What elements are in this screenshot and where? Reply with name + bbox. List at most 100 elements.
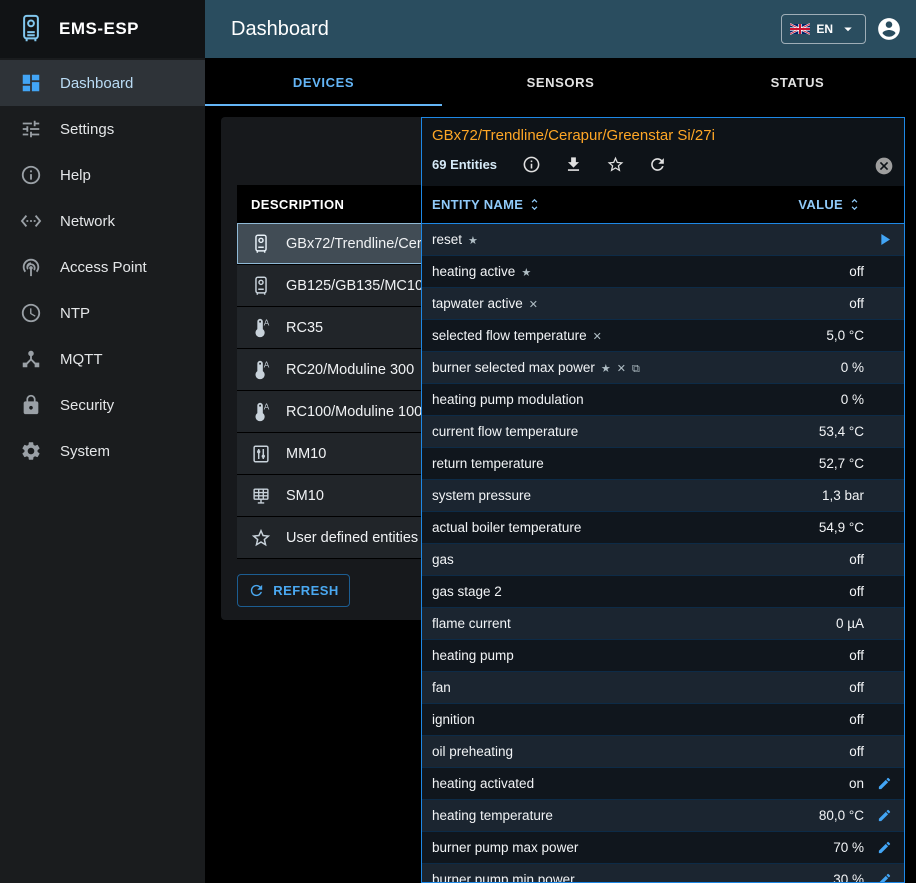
refresh-icon[interactable] [648, 155, 667, 174]
entity-name: oil preheating [432, 744, 514, 759]
device-entities-panel: GBx72/Trendline/Cerapur/Greenstar Si/27i… [421, 117, 905, 883]
entity-name: ignition [432, 712, 475, 727]
tab-devices[interactable]: DEVICES [205, 58, 442, 106]
entity-name-column-label: ENTITY NAME [432, 197, 524, 212]
sidebar-item-label: Access Point [60, 258, 147, 276]
sidebar-item-label: Help [60, 166, 91, 184]
entity-name: heating pump modulation [432, 392, 584, 407]
gear-icon [22, 442, 40, 460]
entity-action-cell [864, 776, 904, 791]
sidebar-item-dashboard[interactable]: Dashboard [0, 60, 205, 106]
sidebar-item-settings[interactable]: Settings [0, 106, 205, 152]
excluded-badge-icon: ✕ [616, 362, 626, 375]
entity-row-selected-flow-temperature[interactable]: selected flow temperature ✕ 5,0 °C [422, 320, 904, 352]
entity-value: 52,7 °C [818, 456, 864, 471]
entity-row-oil-preheating[interactable]: oil preheating off [422, 736, 904, 768]
tab-sensors[interactable]: SENSORS [442, 58, 679, 106]
device-hub-icon [22, 350, 40, 368]
tab-status[interactable]: STATUS [679, 58, 916, 106]
close-icon[interactable] [874, 156, 894, 176]
entity-row-reset[interactable]: reset ★ [422, 224, 904, 256]
device-name: MM10 [286, 445, 327, 462]
custom-entities-icon [251, 528, 271, 546]
sidebar-item-ntp[interactable]: NTP [0, 290, 205, 336]
entity-name: selected flow temperature ✕ [432, 328, 602, 343]
entity-action-cell [864, 808, 904, 823]
entity-name: gas [432, 552, 454, 567]
info-icon[interactable] [522, 155, 541, 174]
entity-row-tapwater-active[interactable]: tapwater active ✕ off [422, 288, 904, 320]
entities-toolbar: 69 Entities [432, 155, 894, 174]
page-title: Dashboard [231, 18, 329, 40]
sidebar-item-label: Dashboard [60, 74, 134, 92]
entities-table-header: ENTITY NAME VALUE [422, 186, 904, 224]
entity-name: heating activated [432, 776, 535, 791]
favorite-badge-icon: ★ [468, 235, 478, 247]
uk-flag-icon [790, 23, 811, 35]
sidebar-item-network[interactable]: Network [0, 198, 205, 244]
entity-name: burner pump min power [432, 872, 575, 883]
mixer-module-icon [253, 444, 269, 463]
entity-value: off [849, 584, 864, 599]
entity-row-heating-pump-modulation[interactable]: heating pump modulation 0 % [422, 384, 904, 416]
entity-value: off [849, 648, 864, 663]
thermostat-icon: A [255, 402, 270, 421]
sidebar-item-mqtt[interactable]: MQTT [0, 336, 205, 382]
sidebar-item-label: System [60, 442, 111, 460]
entity-row-gas[interactable]: gas off [422, 544, 904, 576]
dashboard-icon [22, 74, 40, 92]
edit-icon[interactable] [877, 808, 892, 823]
entity-row-heating-activated[interactable]: heating activated on [422, 768, 904, 800]
entity-name: fan [432, 680, 451, 695]
refresh-button[interactable]: REFRESH [237, 574, 350, 607]
entity-value: 0 % [840, 392, 864, 407]
entity-value: on [848, 776, 864, 791]
entity-row-current-flow-temperature[interactable]: current flow temperature 53,4 °C [422, 416, 904, 448]
entity-value: off [849, 712, 864, 727]
entity-name: return temperature [432, 456, 544, 471]
account-icon[interactable] [876, 16, 902, 47]
sidebar-item-access-point[interactable]: Access Point [0, 244, 205, 290]
entity-action-cell [864, 840, 904, 855]
sidebar-item-system[interactable]: System [0, 428, 205, 474]
entity-value: 1,3 bar [821, 488, 864, 503]
entity-row-return-temperature[interactable]: return temperature 52,7 °C [422, 448, 904, 480]
tune-icon [22, 120, 40, 138]
wifi-tethering-icon [22, 258, 40, 277]
entity-action-cell [864, 872, 904, 883]
entity-row-heating-active[interactable]: heating active ★ off [422, 256, 904, 288]
entity-row-flame-current[interactable]: flame current 0 µA [422, 608, 904, 640]
edit-icon[interactable] [877, 872, 892, 883]
entity-row-system-pressure[interactable]: system pressure 1,3 bar [422, 480, 904, 512]
sort-entity-name-icon[interactable] [527, 197, 542, 212]
svg-text:A: A [264, 318, 270, 327]
entity-value: 0 % [840, 360, 864, 375]
language-selector[interactable]: EN [781, 14, 866, 44]
entity-row-heating-temperature[interactable]: heating temperature 80,0 °C [422, 800, 904, 832]
entity-row-burner-pump-max-power[interactable]: burner pump max power 70 % [422, 832, 904, 864]
entity-row-gas-stage-2[interactable]: gas stage 2 off [422, 576, 904, 608]
entity-row-fan[interactable]: fan off [422, 672, 904, 704]
entity-row-burner-pump-min-power[interactable]: burner pump min power 30 % [422, 864, 904, 883]
sidebar-item-security[interactable]: Security [0, 382, 205, 428]
tab-label: SENSORS [526, 74, 595, 90]
download-icon[interactable] [564, 155, 583, 174]
devices-column-header-label: DESCRIPTION [251, 196, 345, 212]
sidebar-item-help[interactable]: Help [0, 152, 205, 198]
sort-value-icon[interactable] [847, 197, 862, 212]
edit-icon[interactable] [877, 776, 892, 791]
edit-icon[interactable] [877, 840, 892, 855]
boiler-icon [255, 276, 267, 295]
entities-count: 69 Entities [432, 157, 498, 172]
entity-row-ignition[interactable]: ignition off [422, 704, 904, 736]
sidebar-item-label: MQTT [60, 350, 103, 368]
entity-row-actual-boiler-temperature[interactable]: actual boiler temperature 54,9 °C [422, 512, 904, 544]
star-outline-icon[interactable] [606, 155, 625, 174]
svg-text:A: A [264, 402, 270, 411]
play-icon[interactable] [875, 230, 894, 249]
sidebar: EMS-ESP Dashboard Settings Help Network Acce… [0, 0, 205, 883]
excluded-badge-icon: ✕ [528, 299, 539, 311]
entity-row-burner-selected-max-power[interactable]: burner selected max power ★ ✕ ⧉ 0 % [422, 352, 904, 384]
entity-row-heating-pump[interactable]: heating pump off [422, 640, 904, 672]
entity-value: 30 % [833, 872, 864, 883]
